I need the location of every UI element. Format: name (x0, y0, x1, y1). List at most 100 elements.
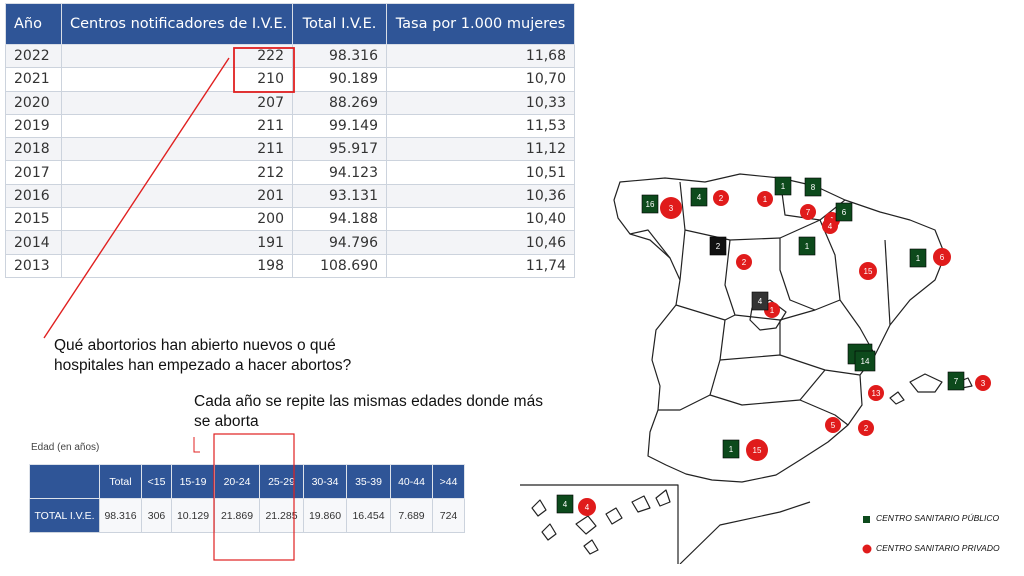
map-canvas: 321714215612133515416418612169414714 (520, 173, 991, 565)
cell-rate: 10,46 (386, 230, 575, 255)
cell-year: 2014 (5, 230, 62, 255)
public-center-marker (835, 202, 853, 222)
private-center-marker (933, 248, 951, 266)
public-center-count: 16 (646, 200, 655, 209)
age-value-lt15: 306 (141, 498, 172, 533)
table-row: 2019 211 99.149 11,53 (5, 113, 575, 139)
cell-rate: 10,36 (386, 183, 575, 209)
age-header-35-39: 35-39 (346, 464, 391, 499)
cell-year: 2019 (5, 113, 62, 139)
private-center-marker (713, 190, 729, 206)
public-center-count: 4 (697, 193, 702, 202)
private-center-count: 1 (763, 195, 768, 204)
private-center-count: 15 (864, 267, 873, 276)
cell-total: 90.189 (292, 67, 387, 92)
cell-total: 93.131 (292, 183, 387, 209)
cell-year: 2020 (5, 90, 62, 115)
cell-rate: 10,70 (386, 67, 575, 92)
table-row: 2021 210 90.189 10,70 (5, 67, 575, 92)
cell-centers: 191 (61, 230, 293, 255)
private-center-marker (660, 197, 682, 219)
header-centers: Centros notificadores de I.V.E. (61, 3, 293, 45)
public-center-marker (854, 350, 876, 372)
cell-rate: 11,74 (386, 253, 575, 278)
public-center-count: 4 (758, 297, 763, 306)
private-center-count: 1 (770, 306, 775, 315)
cell-rate: 11,68 (386, 43, 575, 69)
age-header-40-44: 40-44 (390, 464, 433, 499)
public-center-marker (751, 291, 769, 311)
cell-centers: 222 (61, 43, 293, 69)
cell-centers: 211 (61, 113, 293, 139)
age-value-gt44: 724 (432, 498, 465, 533)
private-center-count: 6 (940, 253, 945, 262)
private-center-marker (800, 204, 816, 220)
public-center-marker (798, 236, 816, 256)
private-center-marker (868, 385, 884, 401)
private-center-marker (757, 191, 773, 207)
age-value-25-29: 21.285 (259, 498, 304, 533)
spain-map: 321714215612133515416418612169414714 CEN… (480, 160, 1024, 565)
private-center-marker (825, 417, 841, 433)
public-center-marker (709, 236, 727, 256)
private-center-count: 13 (872, 389, 881, 398)
age-value-total: 98.316 (99, 498, 142, 533)
cell-year: 2017 (5, 160, 62, 185)
private-center-marker (975, 375, 991, 391)
public-center-marker (804, 177, 822, 197)
cell-year: 2018 (5, 137, 62, 162)
table-row: 2018 211 95.917 11,12 (5, 137, 575, 162)
table-row: 2022 222 98.316 11,68 (5, 43, 575, 69)
age-header-15-19: 15-19 (171, 464, 215, 499)
private-center-count: 2 (742, 258, 747, 267)
cell-total: 94.188 (292, 207, 387, 232)
table-header-row: Año Centros notificadores de I.V.E. Tota… (5, 3, 575, 45)
private-center-count: 4 (828, 222, 833, 231)
legend-public-label: CENTRO SANITARIO PÚBLICO (876, 513, 1000, 523)
legend-private-label: CENTRO SANITARIO PRIVADO (876, 543, 1000, 553)
private-center-count: 7 (806, 208, 811, 217)
public-center-count: 1 (781, 182, 786, 191)
map-markers: 321714215612133515416418612169414714 (556, 176, 991, 516)
header-total: Total I.V.E. (292, 3, 387, 45)
cell-centers: 212 (61, 160, 293, 185)
public-center-count: 4 (563, 500, 568, 509)
public-center-count: 6 (842, 208, 847, 217)
cell-rate: 11,53 (386, 113, 575, 139)
public-center-marker (774, 176, 792, 196)
header-year: Año (5, 3, 62, 45)
public-center-marker (947, 371, 965, 391)
cell-total: 99.149 (292, 113, 387, 139)
public-center-marker (909, 248, 927, 268)
cell-centers: 198 (61, 253, 293, 278)
header-rate: Tasa por 1.000 mujeres (386, 3, 575, 45)
cell-total: 88.269 (292, 90, 387, 115)
private-center-count: 15 (753, 446, 762, 455)
legend-private-swatch (862, 544, 872, 554)
cell-centers: 211 (61, 137, 293, 162)
private-center-marker (746, 439, 768, 461)
age-remark-annotation: Cada año se repite las mismas edades don… (194, 393, 543, 430)
private-center-count: 3 (669, 204, 674, 213)
age-header-lt15: <15 (141, 464, 172, 499)
age-header-blank (29, 464, 100, 499)
public-center-count: 1 (729, 445, 734, 454)
age-value-30-34: 19.860 (303, 498, 347, 533)
table-row: 2020 207 88.269 10,33 (5, 90, 575, 115)
private-center-marker (859, 262, 877, 280)
private-center-marker (858, 420, 874, 436)
public-center-marker (722, 439, 740, 459)
bracket-mark (193, 437, 200, 453)
age-value-35-39: 16.454 (346, 498, 391, 533)
cell-centers: 200 (61, 207, 293, 232)
age-header-row: Total <15 15-19 20-24 25-29 30-34 35-39 … (29, 464, 465, 499)
private-center-count: 2 (719, 194, 724, 203)
public-center-count: 1 (805, 242, 810, 251)
age-table-caption: Edad (en años) (31, 442, 100, 453)
age-value-20-24: 21.869 (214, 498, 260, 533)
age-value-row: TOTAL I.V.E. 98.316 306 10.129 21.869 21… (29, 498, 465, 533)
age-header-30-34: 30-34 (303, 464, 347, 499)
public-center-count: 14 (861, 357, 870, 366)
public-center-count: 8 (811, 183, 816, 192)
cell-centers: 201 (61, 183, 293, 209)
